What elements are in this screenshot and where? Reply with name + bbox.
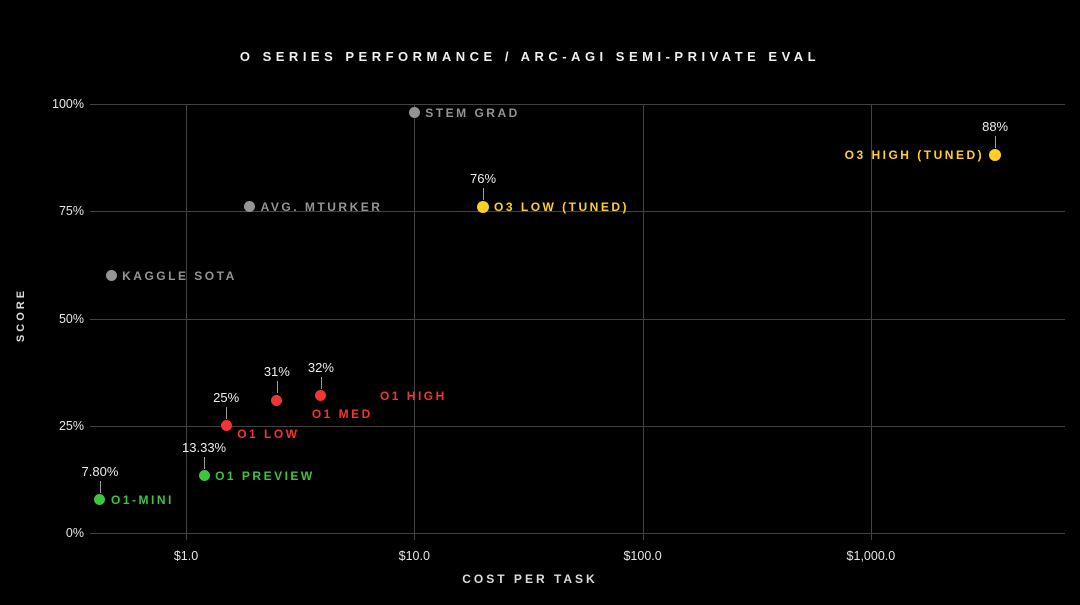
gridline-x-10	[414, 104, 416, 540]
x-tick-label-1: $1.0	[173, 549, 199, 563]
point-label-stem-grad: STEM GRAD	[425, 105, 520, 120]
data-point-o3-low-tuned	[477, 200, 490, 213]
data-point-o1-high	[315, 390, 327, 402]
point-annotation-o1-mini: 7.80%	[81, 463, 119, 479]
y-tick-label-75: 75%	[58, 204, 84, 219]
leader-line-o1-preview	[204, 456, 206, 469]
point-label-o1-mini: O1-MINI	[110, 492, 174, 507]
x-tick-label-10: $10.0	[398, 549, 430, 563]
point-label-o1-high: O1 HIGH	[379, 388, 447, 403]
point-annotation-o3-low-tuned: 76%	[470, 170, 497, 186]
data-point-stem-grad	[408, 107, 420, 119]
gridline-x-1000	[870, 104, 872, 540]
point-annotation-o1-med: 31%	[263, 364, 290, 379]
y-axis-title: SCORE	[15, 287, 27, 343]
gridline-y-0	[90, 533, 1065, 534]
leader-line-o1-low	[226, 406, 228, 419]
y-tick-label-50: 50%	[58, 311, 84, 326]
leader-line-o1-med	[276, 381, 278, 393]
chart-title: O SERIES PERFORMANCE / ARC-AGI SEMI-PRIV…	[239, 49, 821, 64]
point-label-o3-low-tuned: O3 LOW (TUNED)	[494, 199, 630, 214]
data-point-o3-high-tuned	[989, 149, 1002, 162]
leader-line-o1-mini	[99, 480, 101, 493]
data-point-o1-med	[271, 394, 283, 406]
point-label-o1-low: O1 LOW	[237, 426, 300, 441]
leader-line-o1-high	[320, 376, 322, 389]
x-axis-title: COST PER TASK	[462, 572, 598, 586]
data-point-avg-mturker	[244, 201, 256, 213]
y-tick-label-0: 0%	[65, 526, 84, 540]
data-point-o1-low	[220, 420, 232, 432]
point-annotation-o1-high: 32%	[307, 359, 334, 375]
data-point-o1-mini	[94, 494, 106, 506]
y-tick-label-25: 25%	[58, 418, 84, 433]
point-label-o1-preview: O1 PREVIEW	[215, 468, 315, 483]
data-point-kaggle-sota	[105, 270, 117, 282]
point-label-o1-med: O1 MED	[311, 407, 373, 421]
gridline-y-25	[90, 425, 1065, 427]
point-label-o3-high-tuned: O3 HIGH (TUNED)	[844, 148, 985, 163]
gridline-y-75	[90, 211, 1065, 213]
point-annotation-o3-high-tuned: 88%	[982, 119, 1009, 135]
gridline-y-50	[90, 318, 1065, 320]
leader-line-o3-low-tuned	[483, 187, 485, 200]
gridline-y-100	[90, 104, 1065, 105]
data-point-o1-preview	[198, 470, 210, 482]
point-label-kaggle-sota: KAGGLE SOTA	[122, 268, 237, 283]
gridline-x-100	[642, 104, 644, 540]
gridline-x-1	[186, 104, 187, 540]
point-label-avg-mturker: AVG. MTURKER	[260, 199, 383, 214]
x-tick-label-1000: $1,000.0	[846, 549, 896, 563]
point-annotation-o1-preview: 13.33%	[182, 439, 227, 455]
x-tick-label-100: $100.0	[623, 549, 662, 563]
y-tick-label-100: 100%	[52, 97, 84, 111]
point-annotation-o1-low: 25%	[213, 389, 240, 405]
leader-line-o3-high-tuned	[995, 136, 997, 149]
